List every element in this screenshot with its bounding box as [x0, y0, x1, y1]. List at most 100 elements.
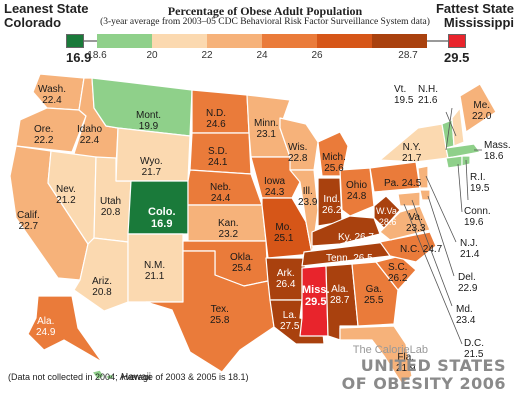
leader-line: [445, 107, 453, 151]
state-mo: [261, 197, 313, 259]
state-ms: [299, 265, 329, 337]
label-ca: Calif. 22.7: [17, 210, 40, 232]
label-me: Me. 22.0: [472, 100, 492, 122]
label-de: Del. 22.9: [458, 272, 478, 294]
label-ms: Miss. 29.5: [302, 284, 330, 308]
label-ma: Mass. 18.6: [484, 140, 511, 162]
label-ga: Ga. 25.5: [364, 284, 384, 306]
state-ma: [445, 143, 481, 159]
label-nc: N.C. 24.7: [400, 244, 443, 255]
hawaii-note: (Data not collected in 2004; Average of …: [8, 372, 249, 382]
label-al: Ala. 28.7: [330, 284, 350, 306]
state-me: [459, 83, 497, 133]
legend-band-2: [152, 34, 207, 48]
leader-line: [425, 175, 457, 243]
label-mt: Mont. 19.9: [136, 110, 162, 132]
state-ct: [445, 155, 463, 169]
label-dc: D.C. 21.5: [464, 338, 484, 360]
brand-name: The CalorieLab: [352, 344, 428, 356]
leanest-state-name: Colorado: [4, 15, 62, 30]
label-mi: Mich. 25.6: [322, 152, 346, 174]
label-ky: Ky. 26.7: [338, 232, 374, 243]
label-ks: Kan. 23.2: [218, 218, 239, 240]
leanest-value: 16.9: [66, 50, 92, 65]
state-mi: [317, 131, 349, 177]
label-ct: Conn. 19.6: [464, 206, 491, 228]
brand-title: UNITED STATES OF OBESITY 2006: [342, 357, 506, 393]
label-nv: Nev. 21.2: [56, 184, 76, 206]
label-tx: Tex. 25.8: [210, 304, 230, 326]
label-ok: Okla. 25.4: [230, 252, 254, 274]
label-ri: R.I. 19.5: [470, 172, 490, 194]
label-ak: Ala. 24.9: [36, 316, 56, 338]
legend-band-1: [97, 34, 152, 48]
label-il: Ill. 23.9: [298, 186, 318, 208]
state-oh: [339, 167, 375, 217]
fattest-state-heading: Fattest State Mississippi: [436, 2, 514, 30]
legend-tick: 28.7: [398, 50, 418, 61]
label-fl: Fla. 21.9: [396, 352, 416, 374]
leader-line: [427, 195, 455, 277]
label-la: La. 27.5: [280, 310, 300, 332]
state-ga: [351, 261, 399, 327]
state-ak: [27, 295, 103, 363]
label-or: Ore. 22.2: [34, 124, 54, 146]
leader-line: [445, 111, 457, 137]
state-hi-island: [105, 373, 115, 381]
leanest-label: Leanest State: [4, 1, 89, 16]
state-de: [419, 189, 431, 201]
label-pa: Pa. 24.5: [384, 178, 422, 189]
legend-band-3: [207, 34, 262, 48]
state-hi: [91, 369, 105, 381]
legend-band-4: [262, 34, 317, 48]
label-nm: N.M. 21.1: [144, 260, 166, 282]
label-ne: Neb. 24.4: [210, 182, 232, 204]
state-nj: [417, 165, 429, 189]
state-md: [397, 191, 421, 207]
leader-line: [457, 163, 463, 213]
state-sc: [375, 255, 417, 291]
label-wi: Wis. 22.8: [288, 142, 308, 164]
label-ar: Ark. 26.4: [276, 268, 296, 290]
legend-band-5: [317, 34, 372, 48]
fattest-swatch: [448, 34, 466, 48]
label-co: Colo. 16.9: [148, 206, 176, 230]
state-ky: [311, 215, 381, 247]
label-az: Ariz. 20.8: [92, 276, 112, 298]
leanest-state-heading: Leanest State Colorado: [4, 2, 89, 30]
legend-tick: 22: [201, 50, 213, 61]
legend-band-6: [372, 34, 427, 48]
brand-title-line2: OF OBESITY 2006: [341, 374, 506, 393]
label-in: Ind. 26.2: [322, 194, 342, 216]
state-wv: [373, 195, 401, 229]
legend-tick: 20: [146, 50, 158, 61]
label-nd: N.D. 24.6: [206, 108, 226, 130]
label-wv: W.Va. 28.6: [376, 206, 400, 227]
leader-line: [403, 203, 463, 345]
state-tx: [145, 250, 275, 373]
legend-tick: 26: [311, 50, 323, 61]
leader-line: [465, 159, 469, 201]
label-wy: Wyo. 21.7: [140, 156, 163, 178]
legend-tick: 18.6: [87, 50, 107, 61]
label-wa: Wash. 22.4: [38, 84, 66, 106]
legend-tick: 24: [256, 50, 268, 61]
state-fl: [339, 325, 413, 385]
legend-scale: [97, 34, 427, 48]
fattest-label: Fattest State: [435, 1, 514, 16]
state-ia: [250, 156, 301, 199]
leanest-swatch: [66, 34, 84, 48]
label-sc: S.C. 26.2: [388, 262, 408, 284]
label-mo: Mo. 25.1: [274, 222, 294, 244]
label-oh: Ohio 24.8: [346, 180, 368, 202]
label-tn: Tenn. 26.5: [326, 253, 373, 264]
label-mn: Minn. 23.1: [254, 118, 279, 140]
map-title: Percentage of Obese Adult Population: [167, 4, 363, 18]
fattest-value: 29.5: [444, 50, 470, 65]
leader-line: [411, 199, 453, 307]
label-ia: Iowa 24.3: [264, 176, 286, 198]
label-hi: Hawaii: [121, 372, 152, 383]
label-nj: N.J. 21.4: [460, 238, 480, 260]
label-sd: S.D. 24.1: [208, 146, 228, 168]
